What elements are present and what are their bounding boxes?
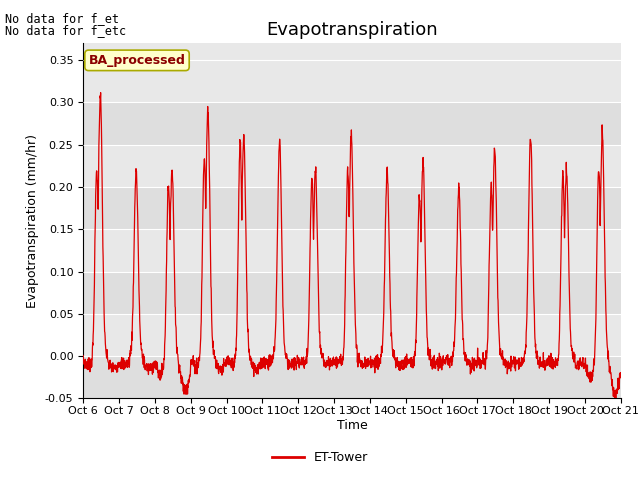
Bar xyxy=(83,187,621,229)
Bar xyxy=(83,356,621,398)
Bar xyxy=(83,229,621,272)
Bar xyxy=(83,60,621,102)
Bar xyxy=(83,272,621,314)
Bar xyxy=(83,314,621,356)
Text: No data for f_et: No data for f_et xyxy=(5,12,119,25)
X-axis label: Time: Time xyxy=(337,419,367,432)
Bar xyxy=(83,144,621,187)
Legend: ET-Tower: ET-Tower xyxy=(268,446,372,469)
Title: Evapotranspiration: Evapotranspiration xyxy=(266,21,438,39)
Y-axis label: Evapotranspiration (mm/hr): Evapotranspiration (mm/hr) xyxy=(26,134,39,308)
Text: No data for f_etc: No data for f_etc xyxy=(5,24,126,37)
Bar xyxy=(83,102,621,144)
Text: BA_processed: BA_processed xyxy=(88,54,186,67)
